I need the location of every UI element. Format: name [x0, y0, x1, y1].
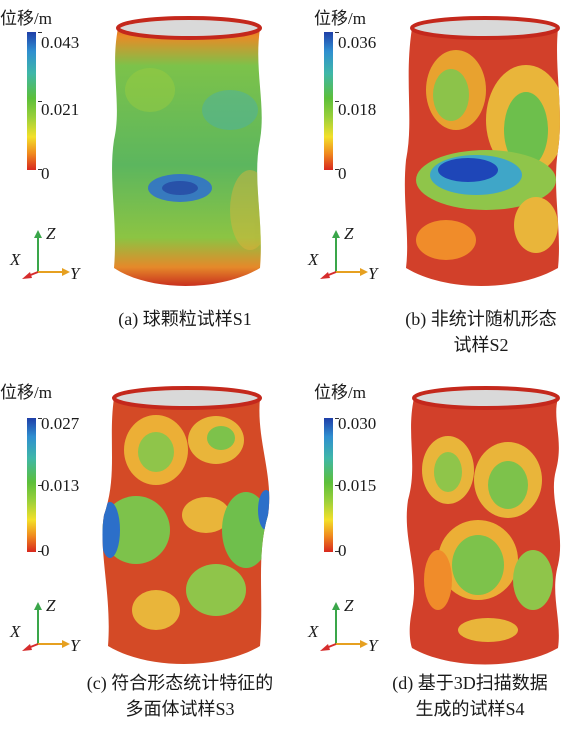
legend-title: 位移/m — [314, 383, 366, 402]
panel-d: 位移/m 0.030 0.015 0 — [294, 366, 587, 731]
colorbar-min-label: 0 — [338, 164, 347, 183]
axis-y-label: Y — [368, 636, 378, 655]
colorbar — [27, 32, 36, 170]
colorbar — [324, 418, 333, 552]
axis-x-label: X — [10, 250, 21, 269]
caption-line: 试样S2 — [453, 335, 509, 355]
axis-y-label: Y — [70, 636, 80, 655]
colorbar-tick — [335, 101, 339, 102]
colorbar-tick — [38, 551, 42, 552]
caption-a: (a) 球颗粒试样S1 — [80, 306, 290, 332]
panel-b: 位移/m 0.036 0.018 0 — [294, 0, 587, 365]
specimen-s1-cylinder — [112, 16, 262, 286]
caption-line: (d) 基于3D扫描数据 — [392, 673, 548, 693]
colorbar-max-label: 0.043 — [41, 33, 80, 52]
axis-triad: Z X Y — [8, 222, 88, 283]
colorbar-max-label: 0.030 — [338, 414, 377, 433]
axis-y-label: Y — [70, 264, 80, 283]
panel-c: 位移/m 0.027 0.013 0 — [0, 366, 293, 731]
caption-b: (b) 非统计随机形态 试样S2 — [376, 306, 586, 358]
caption-line: 生成的试样S4 — [415, 699, 525, 719]
axis-z-label: Z — [344, 224, 354, 243]
axis-x-label: X — [308, 622, 319, 641]
axis-x-label: X — [308, 250, 319, 269]
axis-z-label: Z — [344, 596, 354, 615]
axis-triad: Z X Y — [306, 594, 386, 655]
colorbar-max-label: 0.036 — [338, 33, 377, 52]
legend-title: 位移/m — [314, 9, 366, 28]
specimen-s2-cylinder — [404, 16, 560, 286]
caption-d: (d) 基于3D扫描数据 生成的试样S4 — [354, 670, 586, 722]
colorbar-mid-label: 0.015 — [338, 476, 377, 495]
colorbar-tick — [38, 169, 42, 170]
colorbar-tick — [335, 32, 339, 33]
colorbar-tick — [38, 418, 42, 419]
colorbar-mid-label: 0.018 — [338, 100, 377, 119]
specimen-s3-cylinder — [102, 386, 270, 664]
axis-z-label: Z — [46, 224, 56, 243]
caption-c: (c) 符合形态统计特征的 多面体试样S3 — [60, 670, 300, 722]
caption-line: 多面体试样S3 — [125, 699, 235, 719]
axis-y-label: Y — [368, 264, 378, 283]
colorbar-tick — [335, 418, 339, 419]
colorbar-tick — [38, 485, 42, 486]
colorbar-tick — [335, 485, 339, 486]
colorbar-tick — [335, 551, 339, 552]
colorbar-min-label: 0 — [338, 541, 347, 560]
colorbar-tick — [335, 169, 339, 170]
colorbar-tick — [38, 32, 42, 33]
colorbar-mid-label: 0.021 — [41, 100, 80, 119]
legend-title: 位移/m — [0, 9, 52, 28]
axis-triad: Z X Y — [306, 222, 386, 283]
colorbar-mid-label: 0.013 — [41, 476, 80, 495]
colorbar-min-label: 0 — [41, 164, 50, 183]
colorbar — [324, 32, 333, 170]
axis-x-label: X — [10, 622, 21, 641]
caption-line: (c) 符合形态统计特征的 — [86, 673, 274, 693]
colorbar — [27, 418, 36, 552]
axis-z-label: Z — [46, 596, 56, 615]
caption-line: (a) 球颗粒试样S1 — [118, 309, 252, 329]
colorbar-min-label: 0 — [41, 541, 50, 560]
colorbar-max-label: 0.027 — [41, 414, 80, 433]
panel-a: 位移/m 0.043 0.021 0 — [0, 0, 293, 365]
legend-title: 位移/m — [0, 383, 52, 402]
caption-line: (b) 非统计随机形态 — [405, 309, 557, 329]
colorbar-tick — [38, 101, 42, 102]
axis-triad: Z X Y — [8, 594, 88, 655]
specimen-s4-cylinder — [406, 386, 561, 665]
